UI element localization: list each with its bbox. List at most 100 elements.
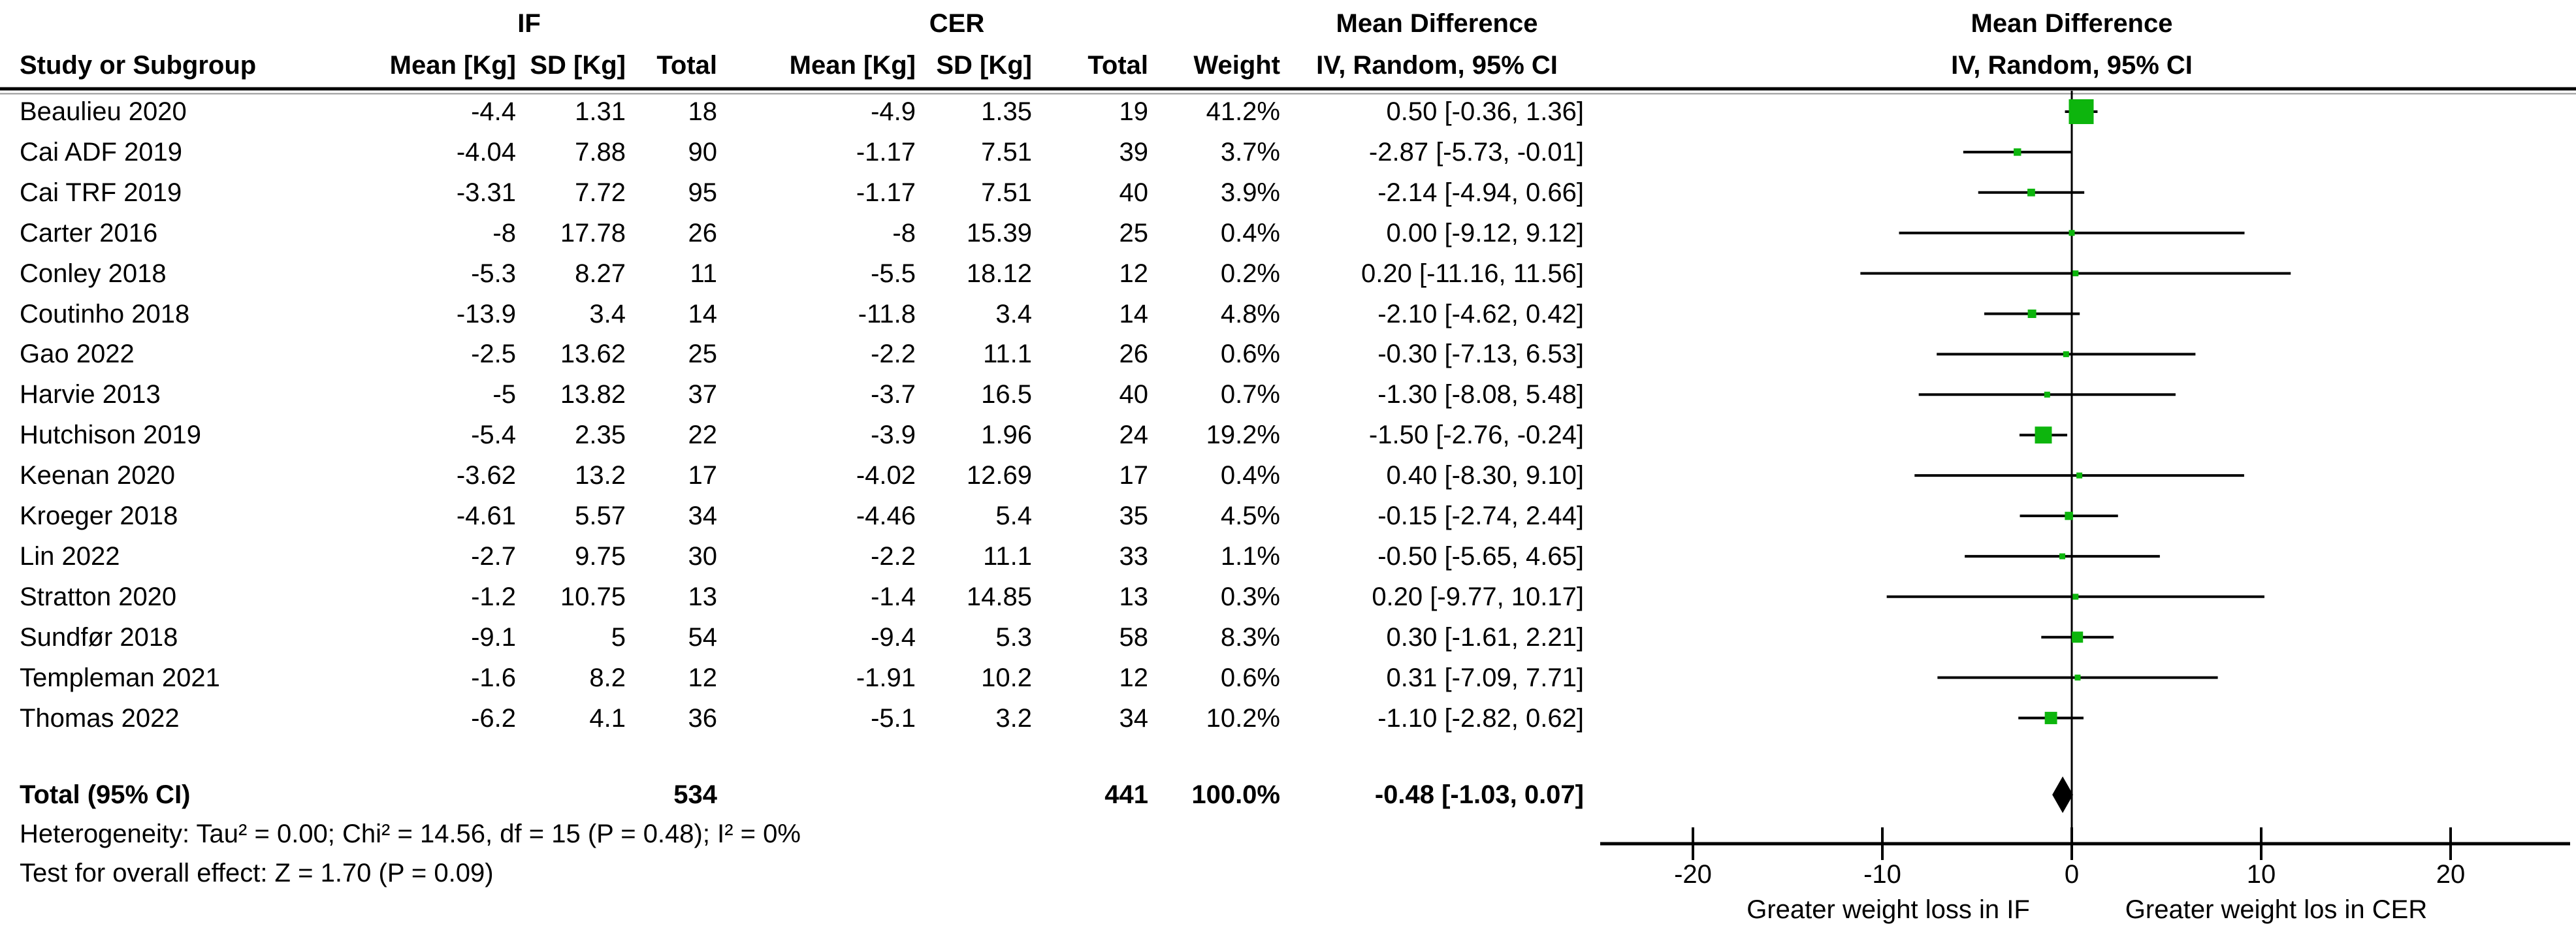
cer-sd-cell: 10.2 xyxy=(981,663,1032,692)
cer-total-cell: 25 xyxy=(1119,218,1149,247)
ci-cell: -0.15 [-2.74, 2.44] xyxy=(1377,502,1584,530)
effect-square xyxy=(2069,99,2094,124)
cer-total-cell: 40 xyxy=(1119,178,1149,207)
if-mean-cell: -3.62 xyxy=(456,461,516,490)
study-name-cell: Conley 2018 xyxy=(20,259,167,288)
study-row: Harvie 2013 -5 13.82 37 -3.7 16.5 40 0.7… xyxy=(0,374,1607,415)
if-mean-cell: -1.6 xyxy=(471,663,516,692)
if-sd-cell: 4.1 xyxy=(589,703,626,733)
if-total-cell: 12 xyxy=(688,663,718,692)
cer-total-cell: 24 xyxy=(1119,421,1149,450)
if-total-cell: 14 xyxy=(688,299,718,328)
ci-cell: -0.50 [-5.65, 4.65] xyxy=(1377,541,1584,571)
cer-sd-cell: 14.85 xyxy=(966,582,1032,611)
ci-cell: 0.20 [-9.77, 10.17] xyxy=(1372,582,1584,611)
effect-square xyxy=(2059,553,2065,560)
total-row: Total (95% CI) 534 441 100.0% -0.48 [-1.… xyxy=(0,774,1607,815)
study-row: Cai ADF 2019 -4.04 7.88 90 -1.17 7.51 39… xyxy=(0,132,1607,172)
ci-cell: 0.50 [-0.36, 1.36] xyxy=(1386,97,1584,126)
weight-cell: 3.7% xyxy=(1220,137,1280,167)
cer-total-cell: 12 xyxy=(1119,259,1149,288)
cer-mean-cell: -1.17 xyxy=(856,137,916,167)
if-sd-cell: 17.78 xyxy=(560,218,626,247)
if-total-cell: 90 xyxy=(688,137,718,167)
cer-total-cell: 19 xyxy=(1119,97,1149,126)
cer-total-cell: 12 xyxy=(1119,663,1149,692)
if-total-cell: 25 xyxy=(688,340,718,369)
ci-cell: -1.30 [-8.08, 5.48] xyxy=(1377,380,1584,409)
cer-mean-cell: -11.8 xyxy=(858,299,916,328)
weight-cell: 41.2% xyxy=(1206,97,1280,126)
cer-mean-cell: -4.9 xyxy=(871,97,916,126)
study-name-cell: Cai TRF 2019 xyxy=(20,178,182,207)
if-sd-cell: 13.82 xyxy=(560,380,626,409)
study-name-cell: Carter 2016 xyxy=(20,218,158,247)
if-total-cell: 34 xyxy=(688,502,718,530)
ci-cell: 0.40 [-8.30, 9.10] xyxy=(1386,461,1584,490)
weight-cell: 0.4% xyxy=(1220,218,1280,247)
cer-sd-cell: 11.1 xyxy=(983,541,1032,571)
cer-sd-cell: 3.2 xyxy=(995,703,1032,733)
if-total-cell: 18 xyxy=(688,97,718,126)
effect-square xyxy=(2076,472,2083,479)
if-sd-cell: 5.57 xyxy=(575,502,626,530)
ci-cell: -2.14 [-4.94, 0.66] xyxy=(1377,178,1584,207)
weight-cell: 0.6% xyxy=(1220,340,1280,369)
study-row: Keenan 2020 -3.62 13.2 17 -4.02 12.69 17… xyxy=(0,455,1607,496)
study-name-cell: Coutinho 2018 xyxy=(20,299,190,328)
weight-cell: 4.5% xyxy=(1220,502,1280,530)
if-total-cell: 22 xyxy=(688,421,718,450)
study-name-cell: Cai ADF 2019 xyxy=(20,137,183,167)
if-mean-cell: -4.4 xyxy=(471,97,516,126)
cer-total-cell: 39 xyxy=(1119,137,1149,167)
total-label: Total (95% CI) xyxy=(20,780,191,809)
study-name-cell: Stratton 2020 xyxy=(20,582,177,611)
study-row: Stratton 2020 -1.2 10.75 13 -1.4 14.85 1… xyxy=(0,577,1607,617)
weight-cell: 19.2% xyxy=(1206,421,1280,450)
if-sd-cell: 1.31 xyxy=(575,97,626,126)
cer-mean-cell: -9.4 xyxy=(871,622,916,652)
cer-total-cell: 14 xyxy=(1119,299,1149,328)
weight-cell: 0.3% xyxy=(1220,582,1280,611)
column-header-iv-random: IV, Random, 95% CI xyxy=(1316,51,1558,80)
study-row: Sundfør 2018 -9.1 5 54 -9.4 5.3 58 8.3% … xyxy=(0,617,1607,658)
if-total-cell: 36 xyxy=(688,703,718,733)
if-sd-cell: 7.88 xyxy=(575,137,626,167)
if-sd-cell: 7.72 xyxy=(575,178,626,207)
if-mean-cell: -9.1 xyxy=(471,622,516,652)
ci-cell: 0.20 [-11.16, 11.56] xyxy=(1361,259,1584,288)
cer-mean-cell: -2.2 xyxy=(871,541,916,571)
total-weight: 100.0% xyxy=(1191,780,1280,809)
column-header-weight: Weight xyxy=(1193,51,1280,80)
cer-sd-cell: 5.3 xyxy=(995,622,1032,652)
cer-sd-cell: 7.51 xyxy=(981,137,1032,167)
if-sd-cell: 10.75 xyxy=(560,582,626,611)
study-row: Lin 2022 -2.7 9.75 30 -2.2 11.1 33 1.1% … xyxy=(0,536,1607,577)
study-name-cell: Keenan 2020 xyxy=(20,461,176,490)
study-name-cell: Hutchison 2019 xyxy=(20,421,201,450)
if-total-cell: 30 xyxy=(688,541,718,571)
cer-total-cell: 26 xyxy=(1119,340,1149,369)
axis-tick-label: 0 xyxy=(2065,860,2079,889)
cer-sd-cell: 11.1 xyxy=(983,340,1032,369)
column-header-cer-total: Total xyxy=(1087,51,1148,80)
effect-square xyxy=(2014,148,2021,156)
effect-square xyxy=(2027,310,2037,318)
if-mean-cell: -8 xyxy=(492,218,516,247)
if-mean-cell: -2.5 xyxy=(471,340,516,369)
column-header-study: Study or Subgroup xyxy=(20,51,257,80)
if-total-cell: 54 xyxy=(688,622,718,652)
column-header-if-total: Total xyxy=(656,51,717,80)
group-header-cer: CER xyxy=(929,9,985,38)
effect-square xyxy=(2035,426,2052,444)
ci-cell: -2.87 [-5.73, -0.01] xyxy=(1368,137,1584,167)
column-header-cer-sd: SD [Kg] xyxy=(936,51,1032,80)
study-name-cell: Sundfør 2018 xyxy=(20,622,178,652)
effect-square xyxy=(2044,391,2050,398)
cer-sd-cell: 3.4 xyxy=(995,299,1032,328)
ci-cell: -2.10 [-4.62, 0.42] xyxy=(1377,299,1584,328)
if-mean-cell: -5.4 xyxy=(471,421,516,450)
total-if-total: 534 xyxy=(673,780,717,809)
effect-square xyxy=(2063,351,2069,357)
